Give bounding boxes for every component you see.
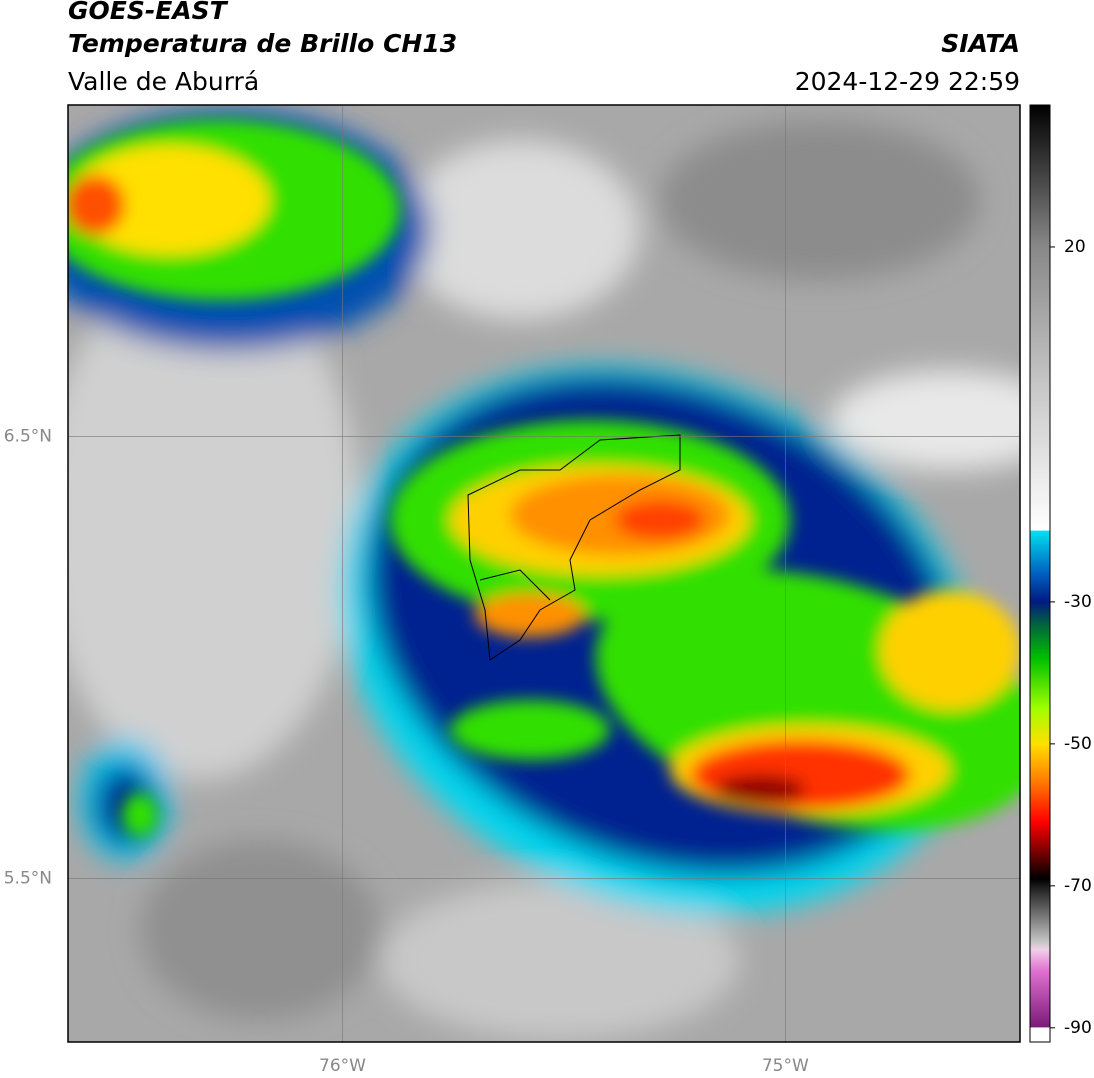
x-tick-label: 76°W — [319, 1056, 366, 1076]
colorbar-tick-label: 20 — [1064, 237, 1086, 257]
y-tick-label: 6.5°N — [4, 426, 52, 446]
subtitle: Temperatura de Brillo CH13 — [68, 29, 457, 58]
boundaries — [467, 434, 681, 661]
map-frame — [67, 104, 1021, 1043]
imagery — [68, 105, 1020, 1042]
colorbar-tick-label: -30 — [1064, 592, 1092, 612]
y-tick-label: 5.5°N — [4, 868, 52, 888]
colorbar-tick-label: -50 — [1064, 734, 1092, 754]
region: Valle de Aburrá — [68, 67, 259, 96]
colorbar-tick-label: -90 — [1064, 1018, 1092, 1038]
colorbar-tick-label: -70 — [1064, 876, 1092, 896]
source: SIATA — [941, 29, 1020, 58]
colorbar — [1029, 104, 1051, 1043]
timestamp: 2024-12-29 22:59 — [795, 67, 1020, 96]
grid — [68, 105, 1020, 1042]
x-tick-label: 75°W — [762, 1056, 809, 1076]
title: GOES-EAST — [68, 0, 229, 25]
